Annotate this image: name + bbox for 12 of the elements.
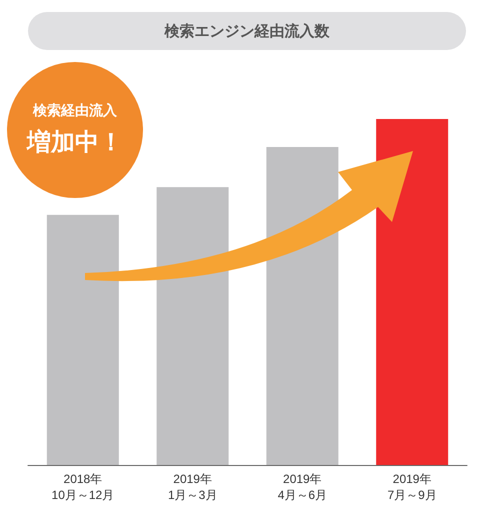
x-tick-label: 2019年 7月～9月 (387, 472, 437, 502)
bar (156, 187, 229, 465)
bar (266, 147, 338, 465)
annotation: 増加中！ (27, 127, 123, 158)
bar (376, 119, 448, 465)
x-tick-label: 2019年 1月～3月 (168, 472, 218, 502)
x-tick-label: 2018年 10月～12月 (52, 472, 114, 502)
circle-badge: 検索経由流入 増加中！ (7, 62, 143, 198)
annotation: 検索経由流入 (33, 102, 117, 120)
chart-title: 検索エンジン経由流入数 (28, 12, 466, 50)
x-tick-label: 2019年 4月～6月 (278, 472, 328, 502)
bar (46, 214, 119, 465)
